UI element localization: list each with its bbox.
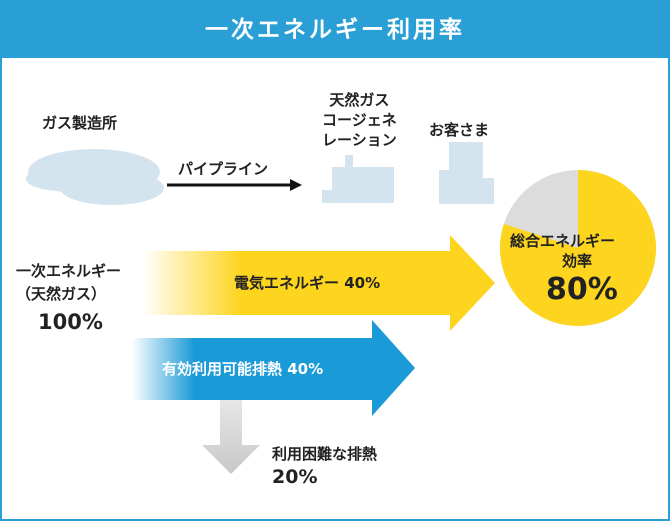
gas-plant-icon [26,149,164,205]
total-efficiency-label-line2: 効率 [562,252,593,270]
total-efficiency-label: 総合エネルギー [510,232,616,250]
electric-energy-arrow [142,235,495,331]
waste-heat-label: 利用困難な排熱 [272,445,378,463]
natural-gas-label: （天然ガス） [16,285,107,303]
gas-plant-label: ガス製造所 [42,114,118,132]
customer-label: お客さま [429,121,490,139]
usable-heat-arrow [132,320,415,416]
efficiency-pie [500,170,657,327]
total-efficiency-value: 80% [546,272,618,307]
cogeneration-label-line1: 天然ガス [329,91,390,109]
waste-heat-arrow [202,382,260,474]
cogeneration-label-line2: コージェネ [322,111,397,129]
pie-slice-used [500,170,657,327]
cogeneration-label: 天然ガス コージェネ レーション [322,90,397,150]
cogeneration-label-line3: レーション [322,131,397,149]
waste-heat-value: 20% [272,466,318,488]
building-icon [439,142,494,204]
input-value: 100% [38,310,103,334]
electric-energy-label: 電気エネルギー 40% [234,274,381,292]
usable-heat-label: 有効利用可能排熱 40% [162,360,324,378]
pipeline-arrow-icon [167,179,302,191]
pipeline-label: パイプライン [178,160,269,178]
primary-energy-label: 一次エネルギー [16,262,122,280]
cogeneration-icon [322,155,394,203]
page-title: 一次エネルギー利用率 [2,2,668,58]
